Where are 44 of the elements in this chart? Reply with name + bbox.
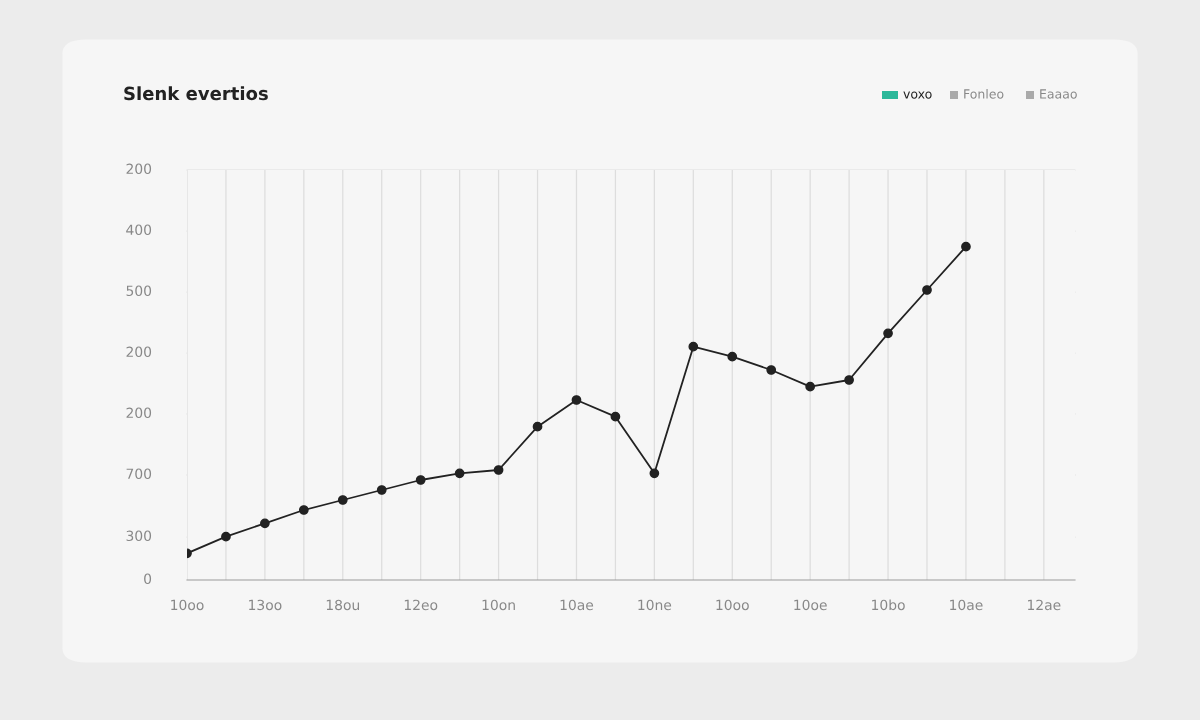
text: voxo [903,91,932,99]
point [649,468,660,479]
point [610,411,621,422]
x-tick-label: 13oo [249,599,282,611]
point [337,495,348,505]
text: 200 [126,407,152,419]
point [221,531,231,542]
point [766,365,777,375]
point [260,518,270,529]
point [883,328,893,339]
text: 300 [126,530,152,542]
text: 200 [126,163,152,175]
point [961,241,971,252]
x-tick-label: 12eo [404,599,438,611]
text: 0 [144,573,152,585]
x-tick-label: 10oe [794,599,827,611]
text: Eaaao [1040,89,1077,99]
x-tick-label: 10oo [716,599,749,611]
point [727,351,738,362]
point [415,475,426,485]
x-tick-label: 10ae [560,599,594,611]
x-tick-label: 18ou [326,599,360,611]
point [688,341,699,352]
text: 400 [126,224,152,236]
x-tick-label: 10ae [950,599,983,611]
point [571,395,582,405]
x-tick-label: 10ne [638,599,672,611]
text: Fonleo [964,88,1004,99]
point [805,381,816,392]
point [922,285,932,295]
x-tick-label: 10bo [872,599,905,611]
x-tick-label: 10oo [171,599,204,611]
point [532,421,543,432]
point [298,505,309,515]
point [844,375,854,385]
x-tick-label: 10on [482,599,515,611]
point [493,465,504,475]
text: 500 [126,285,152,297]
text: 700 [126,468,152,480]
point [376,485,387,495]
point [454,468,465,479]
chart-title: Slenk evertios [124,86,268,101]
text: 200 [126,346,152,358]
x-tick-label: 12ae [1028,599,1061,611]
